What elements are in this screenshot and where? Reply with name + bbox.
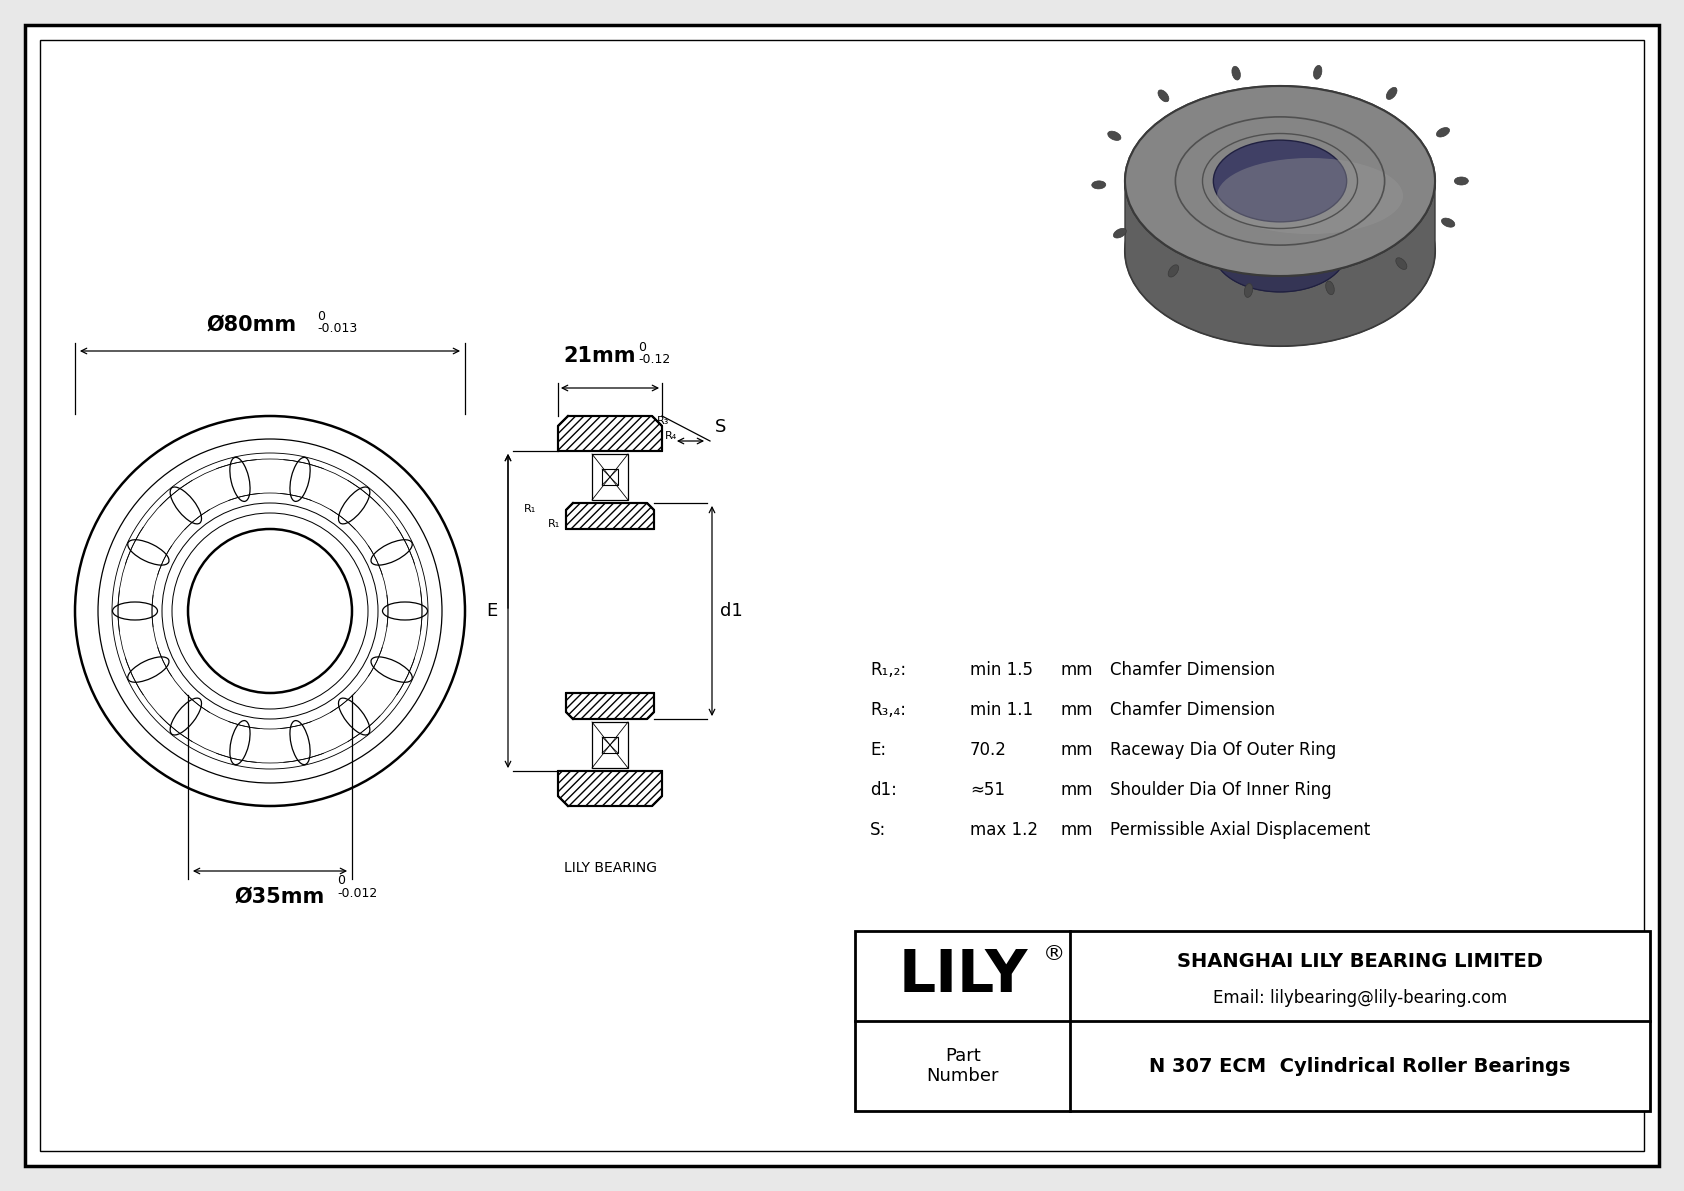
Ellipse shape: [1442, 218, 1455, 227]
Text: S: S: [716, 418, 726, 436]
Ellipse shape: [1159, 89, 1169, 101]
Bar: [593, 722, 628, 768]
Text: -0.012: -0.012: [337, 887, 377, 900]
Text: max 1.2: max 1.2: [970, 821, 1037, 838]
Bar: [593, 454, 628, 500]
Polygon shape: [1125, 181, 1435, 345]
Ellipse shape: [1125, 156, 1435, 347]
Text: R₄: R₄: [665, 431, 677, 441]
Text: mm: mm: [1059, 661, 1093, 679]
Text: Chamfer Dimension: Chamfer Dimension: [1110, 701, 1275, 719]
Ellipse shape: [1244, 283, 1253, 298]
Text: 21mm: 21mm: [564, 347, 637, 366]
Ellipse shape: [1325, 281, 1334, 294]
Text: Part
Number: Part Number: [926, 1047, 999, 1085]
Text: min 1.1: min 1.1: [970, 701, 1032, 719]
Text: Chamfer Dimension: Chamfer Dimension: [1110, 661, 1275, 679]
Polygon shape: [566, 693, 653, 719]
Text: Ø80mm: Ø80mm: [207, 314, 296, 335]
Ellipse shape: [1113, 229, 1127, 238]
Ellipse shape: [1125, 86, 1435, 276]
Polygon shape: [566, 503, 653, 529]
Bar: [601, 469, 618, 485]
Bar: [601, 737, 618, 753]
Ellipse shape: [1125, 86, 1435, 276]
Text: Shoulder Dia Of Inner Ring: Shoulder Dia Of Inner Ring: [1110, 781, 1332, 799]
Text: mm: mm: [1059, 781, 1093, 799]
Text: -0.12: -0.12: [638, 353, 670, 366]
Polygon shape: [557, 416, 662, 451]
Ellipse shape: [1396, 257, 1406, 269]
Text: R₁,₂:: R₁,₂:: [871, 661, 906, 679]
Text: E: E: [487, 601, 498, 621]
Polygon shape: [1214, 181, 1347, 292]
Text: S:: S:: [871, 821, 886, 838]
Bar: [855, 931, 1650, 1111]
Polygon shape: [557, 771, 662, 806]
Ellipse shape: [1218, 158, 1403, 233]
Text: 0: 0: [638, 341, 647, 354]
Ellipse shape: [1214, 141, 1347, 222]
Text: mm: mm: [1059, 701, 1093, 719]
Ellipse shape: [1233, 67, 1241, 80]
Text: ®: ®: [1042, 944, 1066, 964]
Text: Ø35mm: Ø35mm: [234, 887, 325, 908]
Text: 0: 0: [317, 310, 325, 323]
Text: SHANGHAI LILY BEARING LIMITED: SHANGHAI LILY BEARING LIMITED: [1177, 952, 1543, 971]
Text: Permissible Axial Displacement: Permissible Axial Displacement: [1110, 821, 1371, 838]
Text: LILY: LILY: [898, 948, 1027, 1004]
Ellipse shape: [1169, 264, 1179, 278]
Ellipse shape: [1314, 66, 1322, 79]
Ellipse shape: [1455, 177, 1468, 185]
Text: mm: mm: [1059, 821, 1093, 838]
Text: R₃: R₃: [657, 416, 669, 426]
Ellipse shape: [1214, 210, 1347, 292]
Text: -0.013: -0.013: [317, 322, 357, 335]
Ellipse shape: [1091, 181, 1106, 189]
Text: R₁: R₁: [547, 519, 561, 529]
Ellipse shape: [1436, 127, 1450, 137]
Ellipse shape: [1108, 131, 1122, 141]
Text: R₁: R₁: [524, 504, 536, 515]
Text: N 307 ECM  Cylindrical Roller Bearings: N 307 ECM Cylindrical Roller Bearings: [1148, 1056, 1571, 1075]
Text: ≈51: ≈51: [970, 781, 1005, 799]
Text: LILY BEARING: LILY BEARING: [564, 861, 657, 875]
Text: Raceway Dia Of Outer Ring: Raceway Dia Of Outer Ring: [1110, 741, 1335, 759]
Text: d1: d1: [721, 601, 743, 621]
Text: d1:: d1:: [871, 781, 898, 799]
Text: Email: lilybearing@lily-bearing.com: Email: lilybearing@lily-bearing.com: [1212, 989, 1507, 1006]
Text: mm: mm: [1059, 741, 1093, 759]
Ellipse shape: [1386, 87, 1398, 100]
Text: 0: 0: [337, 874, 345, 887]
Text: R₃,₄:: R₃,₄:: [871, 701, 906, 719]
Text: E:: E:: [871, 741, 886, 759]
Text: min 1.5: min 1.5: [970, 661, 1032, 679]
Text: 70.2: 70.2: [970, 741, 1007, 759]
